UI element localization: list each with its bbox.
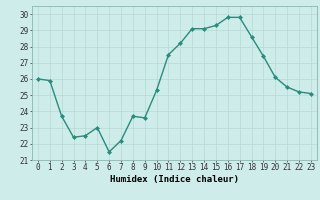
X-axis label: Humidex (Indice chaleur): Humidex (Indice chaleur) bbox=[110, 175, 239, 184]
